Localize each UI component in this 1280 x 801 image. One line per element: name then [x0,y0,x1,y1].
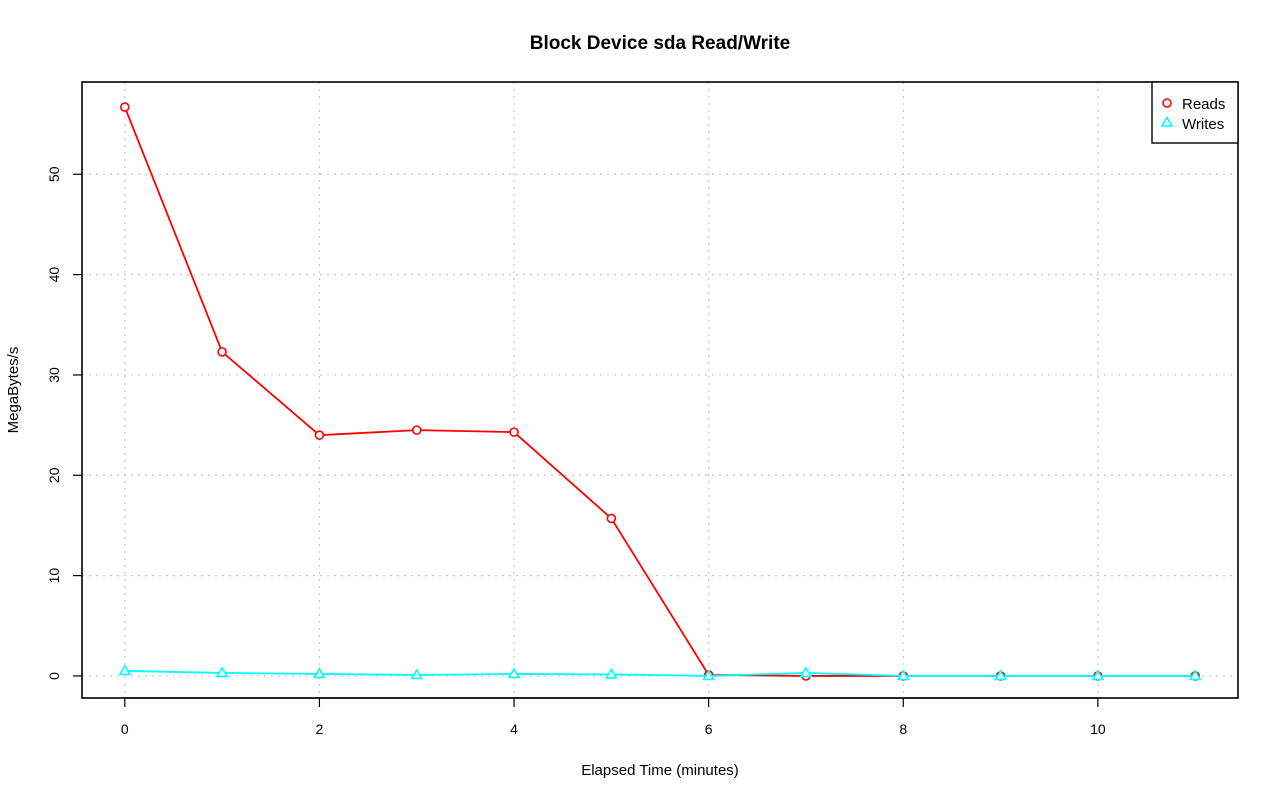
data-point-writes [702,669,716,681]
grid [82,82,1238,698]
data-point-writes [994,669,1007,681]
y-tick-label: 50 [46,166,62,182]
data-point-reads [120,102,130,112]
x-tick-label: 4 [510,721,518,737]
x-tick-label: 2 [316,721,324,737]
data-point-writes [118,664,132,676]
y-axis-label: MegaBytes/s [5,347,22,434]
data-point-reads [411,425,422,435]
legend-writes-marker [1160,115,1174,127]
y-tick-label: 30 [46,367,62,383]
y-tick-label: 20 [46,467,62,483]
y-axis: 0 10 20 30 40 50 [46,166,82,680]
data-point-writes [604,667,618,679]
x-axis: 0 2 4 6 8 10 [121,697,1106,737]
data-point-writes [896,669,910,681]
x-tick-label: 0 [121,721,129,737]
data-point-writes [215,666,229,678]
data-point-writes [410,668,424,680]
legend-writes-label: Writes [1182,116,1224,133]
data-point-reads [509,427,519,437]
legend-reads-label: Reads [1182,96,1225,113]
data-point-reads [217,347,227,357]
series-line-writes [124,670,1196,677]
data-point-writes [799,666,813,678]
chart-title: Block Device sda Read/Write [530,33,790,54]
legend-box [1151,81,1239,144]
y-tick-label: 10 [46,568,62,584]
legend: Reads Writes [1151,81,1239,144]
x-tick-label: 8 [899,721,907,737]
data-point-reads [314,430,325,440]
data-point-writes [1091,669,1105,681]
y-tick-label: 0 [46,672,62,680]
data-point-writes [507,667,521,679]
x-tick-label: 10 [1090,721,1106,737]
data-point-writes [313,667,326,679]
x-axis-label: Elapsed Time (minutes) [581,762,739,779]
data-point-reads [606,513,617,524]
x-tick-label: 6 [705,721,713,737]
series-layer [118,102,1202,681]
y-tick-label: 40 [46,267,62,283]
data-point-writes [1188,669,1202,681]
legend-reads-marker [1162,98,1172,108]
